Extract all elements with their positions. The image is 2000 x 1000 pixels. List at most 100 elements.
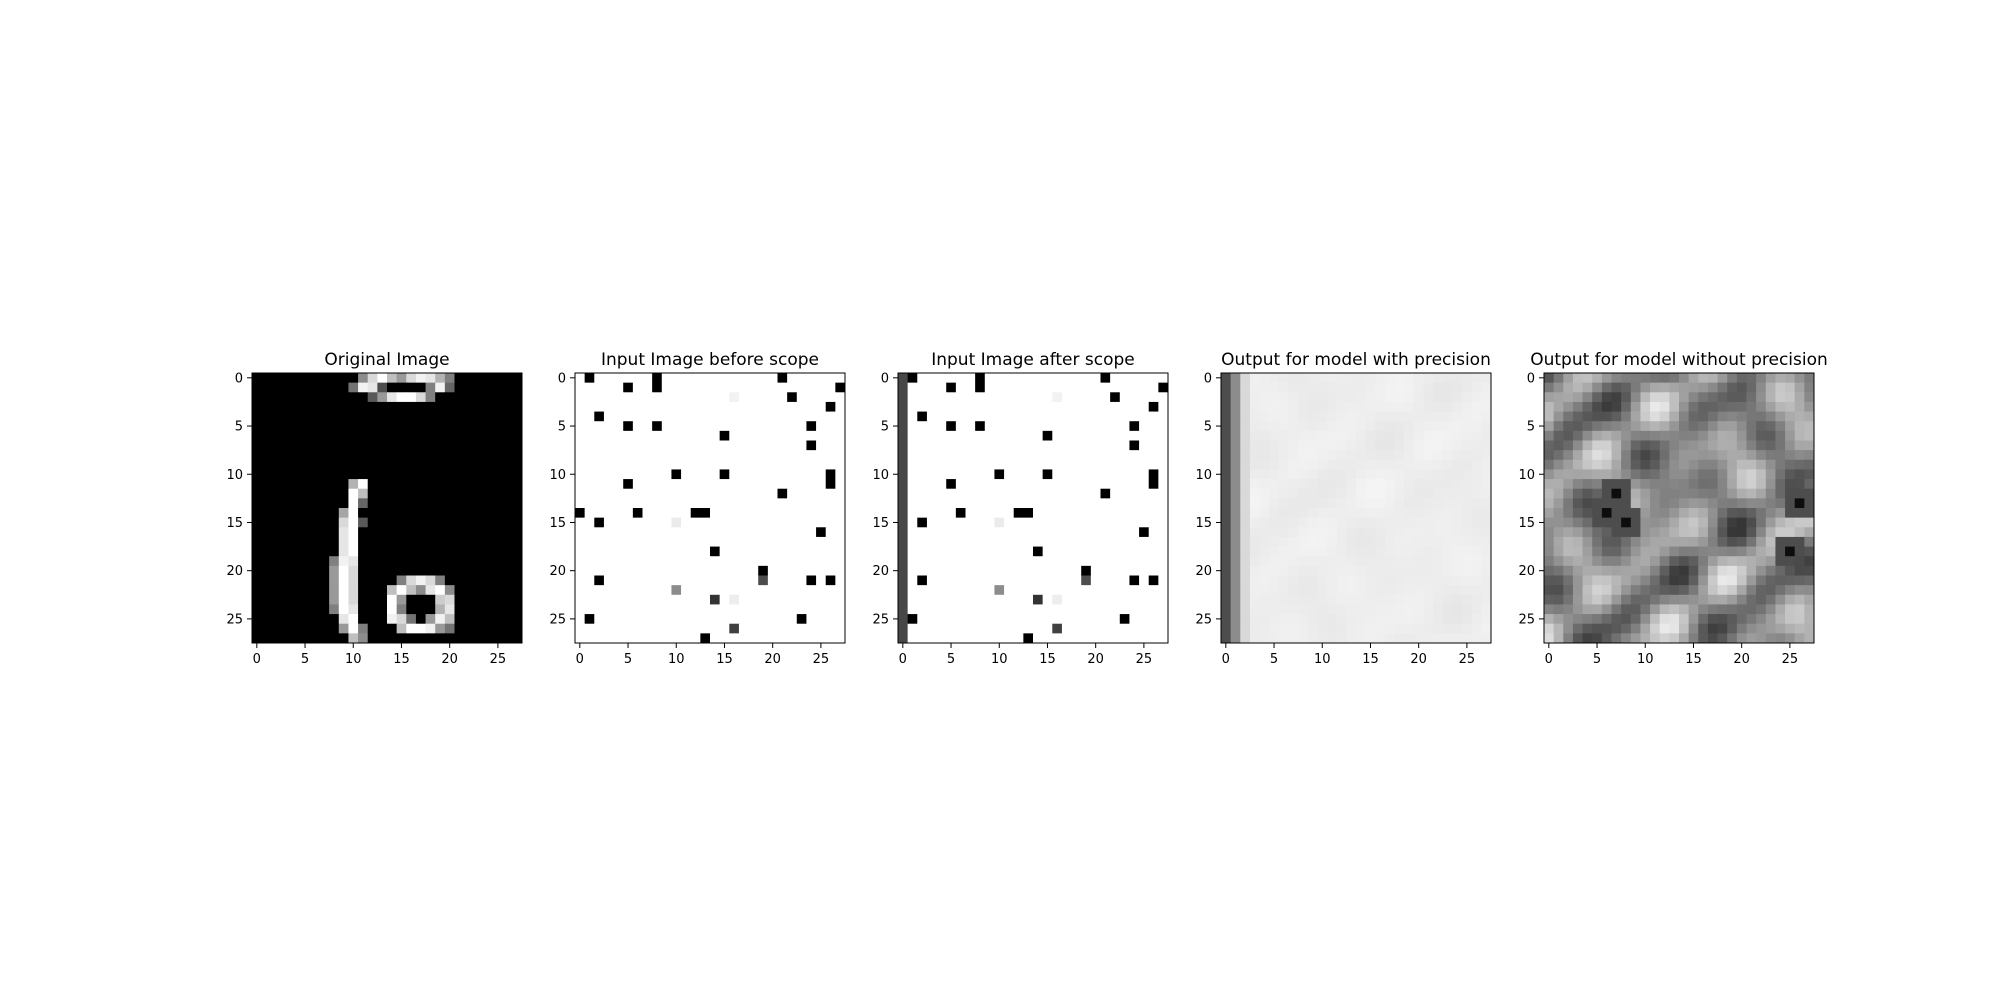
heatmap-cell bbox=[1317, 469, 1328, 480]
heatmap-cell bbox=[309, 421, 320, 432]
heatmap-cell bbox=[1394, 623, 1405, 634]
heatmap-cell bbox=[1544, 421, 1555, 432]
heatmap-cell bbox=[309, 575, 320, 586]
heatmap-cell bbox=[729, 373, 740, 384]
heatmap-cell bbox=[681, 575, 692, 586]
heatmap-cell bbox=[1727, 556, 1738, 567]
heatmap-cell bbox=[1611, 614, 1622, 625]
heatmap-cell bbox=[584, 536, 595, 548]
heatmap-cell bbox=[710, 373, 721, 384]
heatmap-cell bbox=[623, 556, 634, 567]
heatmap-cell bbox=[738, 536, 750, 548]
heatmap-cell bbox=[1129, 604, 1140, 615]
heatmap-cell bbox=[575, 604, 586, 615]
heatmap-cell bbox=[1707, 585, 1719, 596]
heatmap-cell bbox=[835, 575, 846, 586]
heatmap-cell bbox=[425, 440, 436, 451]
heatmap-cell bbox=[623, 392, 634, 403]
heatmap-cell bbox=[1804, 488, 1815, 499]
y-tick-label: 0 bbox=[1527, 371, 1535, 386]
heatmap-cell bbox=[1269, 594, 1280, 605]
heatmap-cell bbox=[652, 440, 663, 451]
heatmap-cell bbox=[473, 401, 484, 413]
heatmap-cell bbox=[1698, 411, 1709, 422]
heatmap-cell bbox=[1230, 594, 1241, 605]
heatmap-cell bbox=[1221, 604, 1232, 615]
heatmap-cell bbox=[1462, 421, 1473, 432]
heatmap-cell bbox=[796, 459, 807, 470]
heatmap-cell bbox=[367, 479, 378, 490]
heatmap-cell bbox=[1698, 527, 1709, 538]
heatmap-cell bbox=[1278, 565, 1289, 576]
heatmap-cell bbox=[1129, 527, 1140, 538]
heatmap-cell bbox=[1042, 411, 1053, 422]
heatmap-cell bbox=[898, 440, 909, 451]
heatmap-cell bbox=[367, 556, 378, 567]
heatmap-cell bbox=[435, 614, 446, 625]
heatmap-cell bbox=[965, 450, 976, 461]
heatmap-cell bbox=[1259, 401, 1270, 413]
heatmap-cell bbox=[464, 604, 475, 615]
heatmap-cell bbox=[1481, 373, 1492, 384]
heatmap-cell bbox=[898, 614, 909, 625]
heatmap-cell bbox=[1298, 575, 1309, 586]
heatmap-cell bbox=[1698, 450, 1709, 461]
heatmap-cell bbox=[965, 498, 976, 509]
heatmap-cell bbox=[512, 575, 523, 586]
heatmap-cell bbox=[1601, 585, 1612, 596]
heatmap-cell bbox=[1071, 401, 1082, 413]
heatmap-cell bbox=[1307, 565, 1318, 576]
heatmap-cell bbox=[1717, 565, 1728, 576]
heatmap-cell bbox=[1592, 633, 1603, 644]
heatmap-cell bbox=[1423, 430, 1434, 441]
heatmap-cell bbox=[512, 479, 523, 490]
heatmap-cell bbox=[1090, 556, 1101, 567]
heatmap-cell bbox=[1563, 373, 1574, 384]
heatmap-cell bbox=[1746, 623, 1757, 634]
heatmap-cell bbox=[898, 373, 909, 384]
heatmap-cell bbox=[1650, 604, 1661, 615]
heatmap-cell bbox=[1221, 498, 1232, 509]
heatmap-cell bbox=[1013, 536, 1024, 548]
heatmap-cell bbox=[758, 392, 769, 403]
heatmap-cell bbox=[926, 421, 938, 432]
heatmap-cell bbox=[1240, 517, 1251, 528]
heatmap-cell bbox=[1404, 527, 1415, 538]
heatmap-cell bbox=[1004, 411, 1015, 422]
heatmap-cell bbox=[425, 459, 436, 470]
heatmap-cell bbox=[816, 401, 827, 413]
heatmap-cell bbox=[975, 594, 986, 605]
heatmap-cell bbox=[1423, 459, 1434, 470]
heatmap-cell bbox=[444, 565, 455, 576]
heatmap-cell bbox=[613, 498, 624, 509]
heatmap-cell bbox=[493, 401, 504, 413]
heatmap-cell bbox=[1804, 469, 1815, 480]
heatmap-cell bbox=[729, 536, 740, 548]
heatmap-cell bbox=[309, 450, 320, 461]
heatmap-cell bbox=[1765, 421, 1776, 432]
heatmap-cell bbox=[473, 546, 484, 557]
heatmap-cell bbox=[309, 479, 320, 490]
heatmap-cell bbox=[1544, 575, 1555, 586]
heatmap-cell bbox=[1553, 488, 1564, 499]
heatmap-cell bbox=[387, 546, 398, 557]
heatmap-cell bbox=[1327, 517, 1338, 528]
heatmap-cell bbox=[1042, 517, 1053, 528]
heatmap-cell bbox=[946, 594, 957, 605]
heatmap-cell bbox=[1298, 392, 1309, 403]
x-tick-label: 10 bbox=[668, 652, 685, 667]
heatmap-cell bbox=[1611, 508, 1622, 519]
heatmap-cell bbox=[1100, 536, 1111, 548]
heatmap-cell bbox=[1023, 527, 1034, 538]
heatmap-cell bbox=[1630, 459, 1641, 470]
heatmap-cell bbox=[1139, 585, 1150, 596]
heatmap-cell bbox=[1452, 536, 1463, 548]
heatmap-cell bbox=[1061, 604, 1073, 615]
heatmap-cell bbox=[1033, 633, 1044, 644]
heatmap-cell bbox=[1307, 440, 1318, 451]
heatmap-cell bbox=[758, 459, 769, 470]
heatmap-cell bbox=[367, 488, 378, 499]
heatmap-cell bbox=[623, 479, 634, 490]
heatmap-cell bbox=[1572, 440, 1584, 451]
heatmap-cell bbox=[1592, 536, 1603, 548]
